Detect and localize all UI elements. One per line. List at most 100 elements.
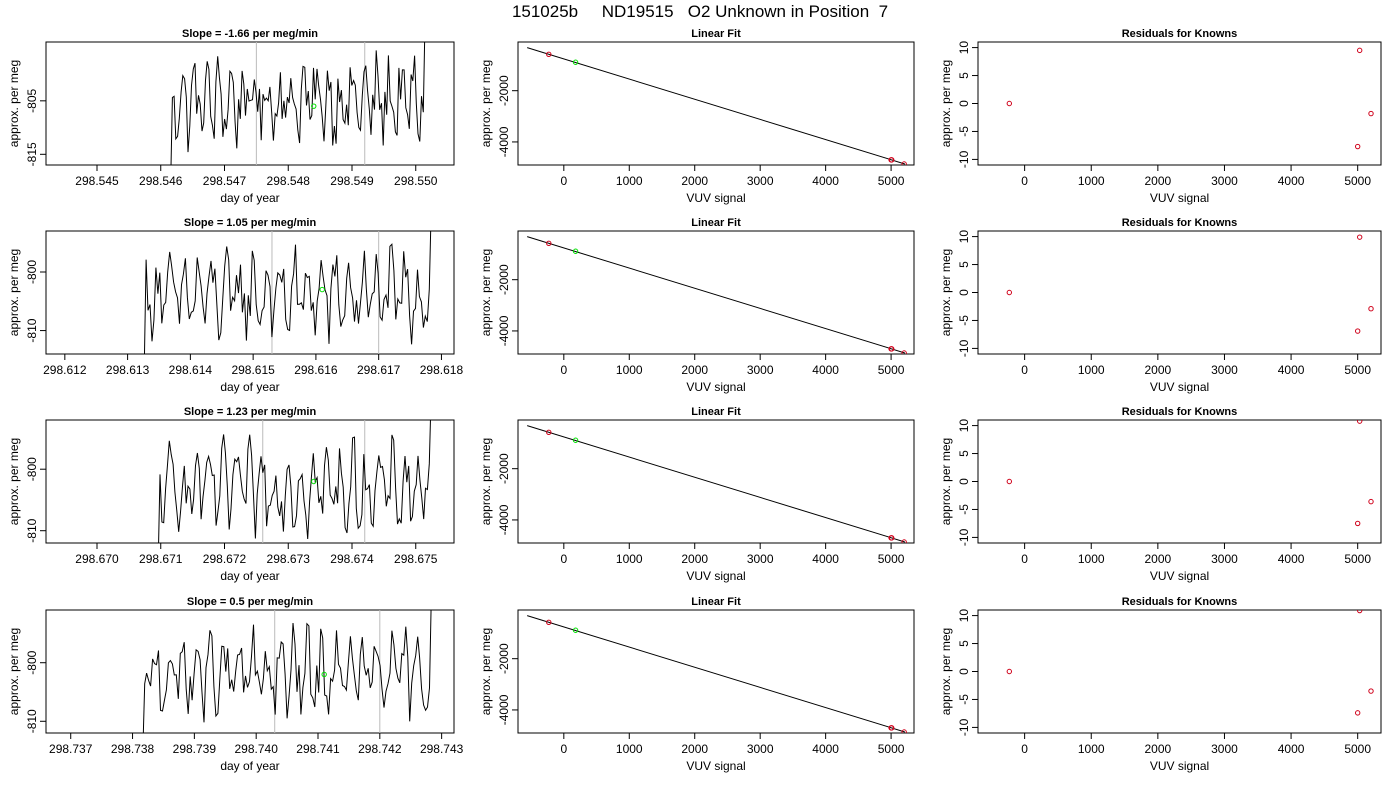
panel-title: Slope = 1.05 per meg/min bbox=[184, 217, 317, 229]
reference-point bbox=[546, 51, 552, 57]
x-tick-label: 4000 bbox=[1278, 174, 1305, 188]
x-tick-label: 0 bbox=[1021, 363, 1028, 377]
plot-frame bbox=[517, 419, 915, 544]
x-tick-label: 298.546 bbox=[139, 174, 183, 188]
residual-point bbox=[1356, 610, 1363, 614]
signal-trace bbox=[143, 231, 432, 354]
y-tick-label: 0 bbox=[957, 289, 971, 296]
x-tick-label: 5000 bbox=[878, 742, 905, 756]
panel-title: Slope = 0.5 per meg/min bbox=[187, 596, 314, 608]
y-tick-label: -805 bbox=[25, 88, 39, 112]
x-tick-label: 298.615 bbox=[231, 363, 275, 377]
panel-title: Residuals for Knowns bbox=[1122, 28, 1238, 40]
y-tick-label: -800 bbox=[25, 457, 39, 481]
y-tick-label: -5 bbox=[957, 315, 971, 326]
y-tick-label: 10 bbox=[957, 609, 971, 623]
panel-title: Residuals for Knowns bbox=[1122, 596, 1238, 608]
y-tick-label: 5 bbox=[957, 450, 971, 457]
y-tick-label: 10 bbox=[957, 230, 971, 244]
y-tick-label: 5 bbox=[957, 72, 971, 79]
y-axis-label: approx. per meg bbox=[479, 60, 493, 147]
residual-point bbox=[1006, 478, 1013, 485]
x-tick-label: 2000 bbox=[1144, 174, 1171, 188]
residual-point bbox=[1354, 710, 1361, 716]
residual-point bbox=[1354, 520, 1361, 527]
x-tick-label: 5000 bbox=[878, 174, 905, 188]
x-tick-label: 0 bbox=[560, 174, 567, 188]
x-tick-label: 298.675 bbox=[394, 552, 438, 566]
residual-point bbox=[1368, 498, 1374, 505]
plot-frame bbox=[977, 230, 1382, 355]
reference-point bbox=[889, 535, 895, 541]
plot-frame bbox=[45, 419, 455, 544]
plot-frame bbox=[977, 609, 1382, 734]
signal-trace bbox=[142, 610, 432, 733]
x-tick-label: 298.741 bbox=[296, 742, 340, 756]
y-axis-label: approx. per meg bbox=[7, 60, 21, 147]
y-tick-label: -5 bbox=[957, 504, 971, 515]
x-tick-label: 5000 bbox=[878, 552, 905, 566]
residual-point bbox=[1354, 143, 1361, 150]
reference-point bbox=[901, 161, 907, 165]
x-tick-label: 298.616 bbox=[294, 363, 338, 377]
x-tick-label: 3000 bbox=[1211, 174, 1238, 188]
y-tick-label: 0 bbox=[957, 668, 971, 675]
chart-panel-1-1: Slope = -1.66 per meg/min day of year appr… bbox=[7, 28, 455, 205]
plot-area bbox=[527, 615, 907, 733]
plot-area bbox=[1006, 47, 1374, 150]
unknown-sample-point bbox=[572, 59, 579, 65]
figure-title: 151025b ND19515 O2 Unknown in Position 7 bbox=[511, 2, 889, 21]
plot-frame bbox=[517, 41, 915, 166]
x-tick-label: 5000 bbox=[1344, 552, 1371, 566]
unknown-sample-point bbox=[572, 437, 579, 443]
x-tick-label: 1000 bbox=[616, 742, 643, 756]
plot-area bbox=[1006, 420, 1374, 527]
chart-panel-2-2: Linear Fit VUV signal approx. per meg 0 1000… bbox=[479, 217, 915, 394]
y-axis-label: approx. per meg bbox=[939, 249, 953, 336]
reference-point bbox=[901, 350, 907, 354]
x-tick-label: 298.613 bbox=[106, 363, 150, 377]
panel-title: Slope = -1.66 per meg/min bbox=[182, 28, 318, 40]
x-axis-label: day of year bbox=[220, 380, 279, 394]
plot-area bbox=[1006, 234, 1374, 334]
panel-title: Residuals for Knowns bbox=[1122, 406, 1238, 418]
unknown-sample-point bbox=[572, 248, 579, 254]
x-axis-label: VUV signal bbox=[686, 380, 745, 394]
y-tick-label: -810 bbox=[25, 318, 39, 342]
x-tick-label: 298.743 bbox=[420, 742, 464, 756]
x-tick-label: 0 bbox=[560, 742, 567, 756]
plot-area bbox=[143, 231, 432, 354]
chart-panel-1-3: Slope = 1.23 per meg/min day of year appro… bbox=[7, 406, 455, 583]
x-tick-label: 298.672 bbox=[203, 552, 247, 566]
y-tick-label: 5 bbox=[957, 261, 971, 268]
chart-panel-1-2: Slope = 1.05 per meg/min day of year appro… bbox=[7, 217, 463, 394]
y-tick-label: -10 bbox=[957, 528, 971, 546]
residual-point bbox=[1006, 289, 1013, 296]
x-tick-label: 3000 bbox=[747, 552, 774, 566]
y-tick-label: -800 bbox=[25, 650, 39, 674]
y-tick-label: -5 bbox=[957, 694, 971, 705]
chart-panel-3-4: Residuals for Knowns VUV signal approx. pe… bbox=[939, 596, 1382, 773]
x-axis-label: day of year bbox=[220, 569, 279, 583]
x-tick-label: 298.738 bbox=[111, 742, 155, 756]
x-tick-label: 2000 bbox=[681, 363, 708, 377]
plot-frame bbox=[45, 41, 455, 166]
plot-area bbox=[527, 425, 907, 543]
x-tick-label: 298.614 bbox=[169, 363, 213, 377]
reference-point bbox=[901, 729, 907, 733]
panel-title: Residuals for Knowns bbox=[1122, 217, 1238, 229]
panel-title: Linear Fit bbox=[691, 28, 741, 40]
plot-area bbox=[527, 47, 907, 165]
fit-line bbox=[527, 47, 905, 165]
x-tick-label: 4000 bbox=[1278, 363, 1305, 377]
chart-panel-3-1: Residuals for Knowns VUV signal approx. pe… bbox=[939, 28, 1382, 205]
x-tick-label: 298.742 bbox=[358, 742, 402, 756]
reference-point bbox=[546, 429, 552, 435]
residual-point bbox=[1356, 420, 1363, 424]
plot-frame bbox=[517, 609, 915, 734]
residual-point bbox=[1006, 100, 1013, 107]
fit-line bbox=[527, 425, 905, 543]
x-tick-label: 4000 bbox=[812, 174, 839, 188]
y-axis-label: approx. per meg bbox=[479, 249, 493, 336]
